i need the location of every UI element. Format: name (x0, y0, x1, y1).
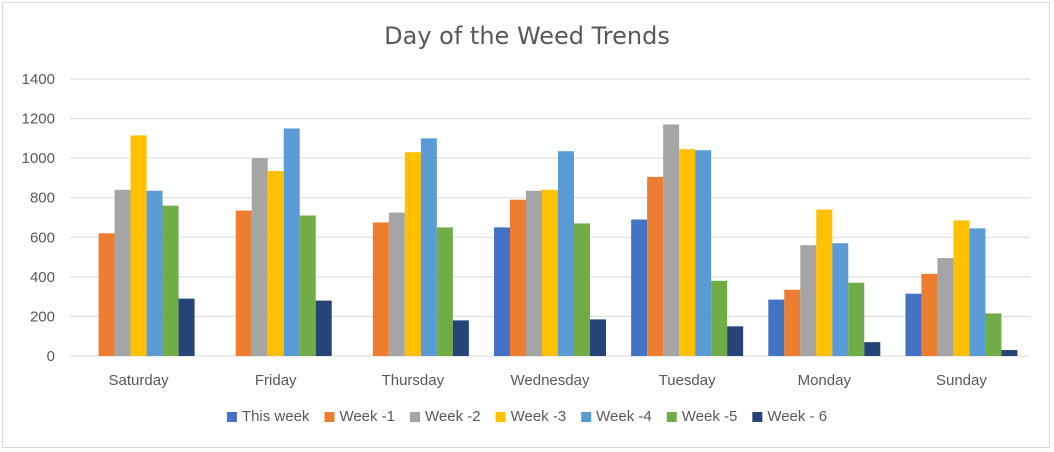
bar-wednesday-weekminus2 (526, 190, 542, 356)
bar-sunday-weekminus4 (969, 228, 986, 356)
bar-thursday-weekminus4 (420, 138, 437, 356)
bar-thursday-weekminus6 (452, 320, 469, 356)
bar-saturday-weekminus1 (98, 233, 115, 356)
x-tick-label: Tuesday (659, 372, 716, 389)
legend-swatch (495, 412, 506, 422)
bar-tuesday-weekminus1 (647, 176, 664, 356)
bar-sunday-weekminus2 (937, 258, 954, 356)
y-tick-label: 400 (30, 269, 55, 286)
bar-tuesday-thisweek (631, 219, 648, 356)
bar-saturday-weekminus2 (114, 189, 131, 356)
bar-monday-weekminus3 (816, 209, 833, 356)
bar-friday-weekminus1 (235, 210, 252, 356)
bar-friday-weekminus6 (315, 300, 332, 356)
x-tick-label: Thursday (382, 372, 445, 389)
bar-tuesday-weekminus6 (727, 326, 744, 356)
bar-monday-thisweek (768, 299, 785, 356)
bar-tuesday-weekminus4 (695, 150, 712, 356)
bar-friday-weekminus3 (267, 171, 284, 356)
legend: This week Week -1 Week -2 Week -3 Week -4 Wee… (226, 408, 827, 425)
x-tick-label: Wednesday (511, 372, 590, 389)
y-tick-label: 600 (30, 229, 55, 246)
bar-saturday-weekminus5 (162, 205, 179, 356)
y-tick-label: 1400 (22, 71, 55, 88)
bar-saturday-weekminus4 (146, 190, 163, 356)
bar-thursday-weekminus3 (404, 152, 421, 356)
bar-wednesday-weekminus1 (510, 199, 526, 356)
y-tick-label: 200 (30, 308, 55, 325)
bar-thursday-weekminus5 (436, 227, 453, 356)
bar-tuesday-weekminus5 (711, 280, 728, 356)
bar-saturday-weekminus6 (178, 298, 195, 356)
x-tick-label: Monday (798, 372, 852, 389)
bar-wednesday-thisweek (494, 227, 510, 356)
bar-saturday-weekminus3 (130, 135, 147, 356)
bar-monday-weekminus2 (800, 245, 817, 356)
bar-wednesday-weekminus5 (574, 223, 590, 356)
bar-sunday-weekminus6 (1001, 350, 1018, 356)
y-tick-label: 1000 (22, 150, 55, 167)
x-axis-ticks: Saturday Friday Thursday Wednesday Tuesday Mo… (109, 372, 988, 389)
bar-wednesday-weekminus4 (558, 151, 574, 356)
bar-sunday-weekminus1 (921, 273, 938, 356)
bar-sunday-thisweek (905, 293, 922, 356)
bar-tuesday-weekminus2 (663, 124, 680, 356)
bar-monday-weekminus5 (848, 282, 865, 356)
y-tick-label: 1200 (22, 111, 55, 128)
legend-swatch (226, 412, 237, 422)
bar-sunday-weekminus3 (953, 220, 970, 356)
legend-label: Week -3 (511, 408, 567, 425)
bar-tuesday-weekminus3 (679, 149, 696, 356)
y-tick-label: 800 (30, 190, 55, 207)
x-tick-label: Saturday (109, 372, 170, 389)
legend-label: Week -2 (425, 408, 481, 425)
legend-label: Week - 6 (767, 408, 827, 425)
bars (98, 124, 1018, 356)
legend-label: This week (242, 408, 310, 425)
legend-label: Week -5 (682, 408, 738, 425)
legend-swatch (666, 412, 677, 422)
legend-label: Week -1 (339, 408, 395, 425)
bar-monday-weekminus4 (832, 243, 849, 356)
legend-swatch (581, 412, 592, 422)
bar-sunday-weekminus5 (985, 313, 1002, 356)
bar-thursday-weekminus2 (388, 212, 405, 356)
bar-monday-weekminus1 (784, 289, 801, 356)
legend-swatch (752, 412, 763, 422)
bar-wednesday-weekminus3 (542, 189, 558, 356)
bar-thursday-weekminus1 (372, 222, 389, 356)
y-tick-label: 0 (47, 348, 55, 365)
bar-wednesday-weekminus6 (590, 319, 606, 356)
bar-friday-weekminus2 (251, 158, 268, 356)
bar-friday-weekminus4 (283, 128, 300, 356)
legend-swatch (324, 412, 335, 422)
legend-label: Week -4 (596, 408, 652, 425)
x-tick-label: Friday (255, 372, 297, 389)
chart-title: Day of the Weed Trends (384, 22, 670, 50)
y-axis-ticks: 0 200 400 600 800 1000 1200 1400 (22, 71, 55, 365)
bar-monday-weekminus6 (864, 342, 881, 356)
x-tick-label: Sunday (936, 372, 987, 389)
legend-swatch (410, 412, 421, 422)
bar-friday-weekminus5 (299, 215, 316, 356)
